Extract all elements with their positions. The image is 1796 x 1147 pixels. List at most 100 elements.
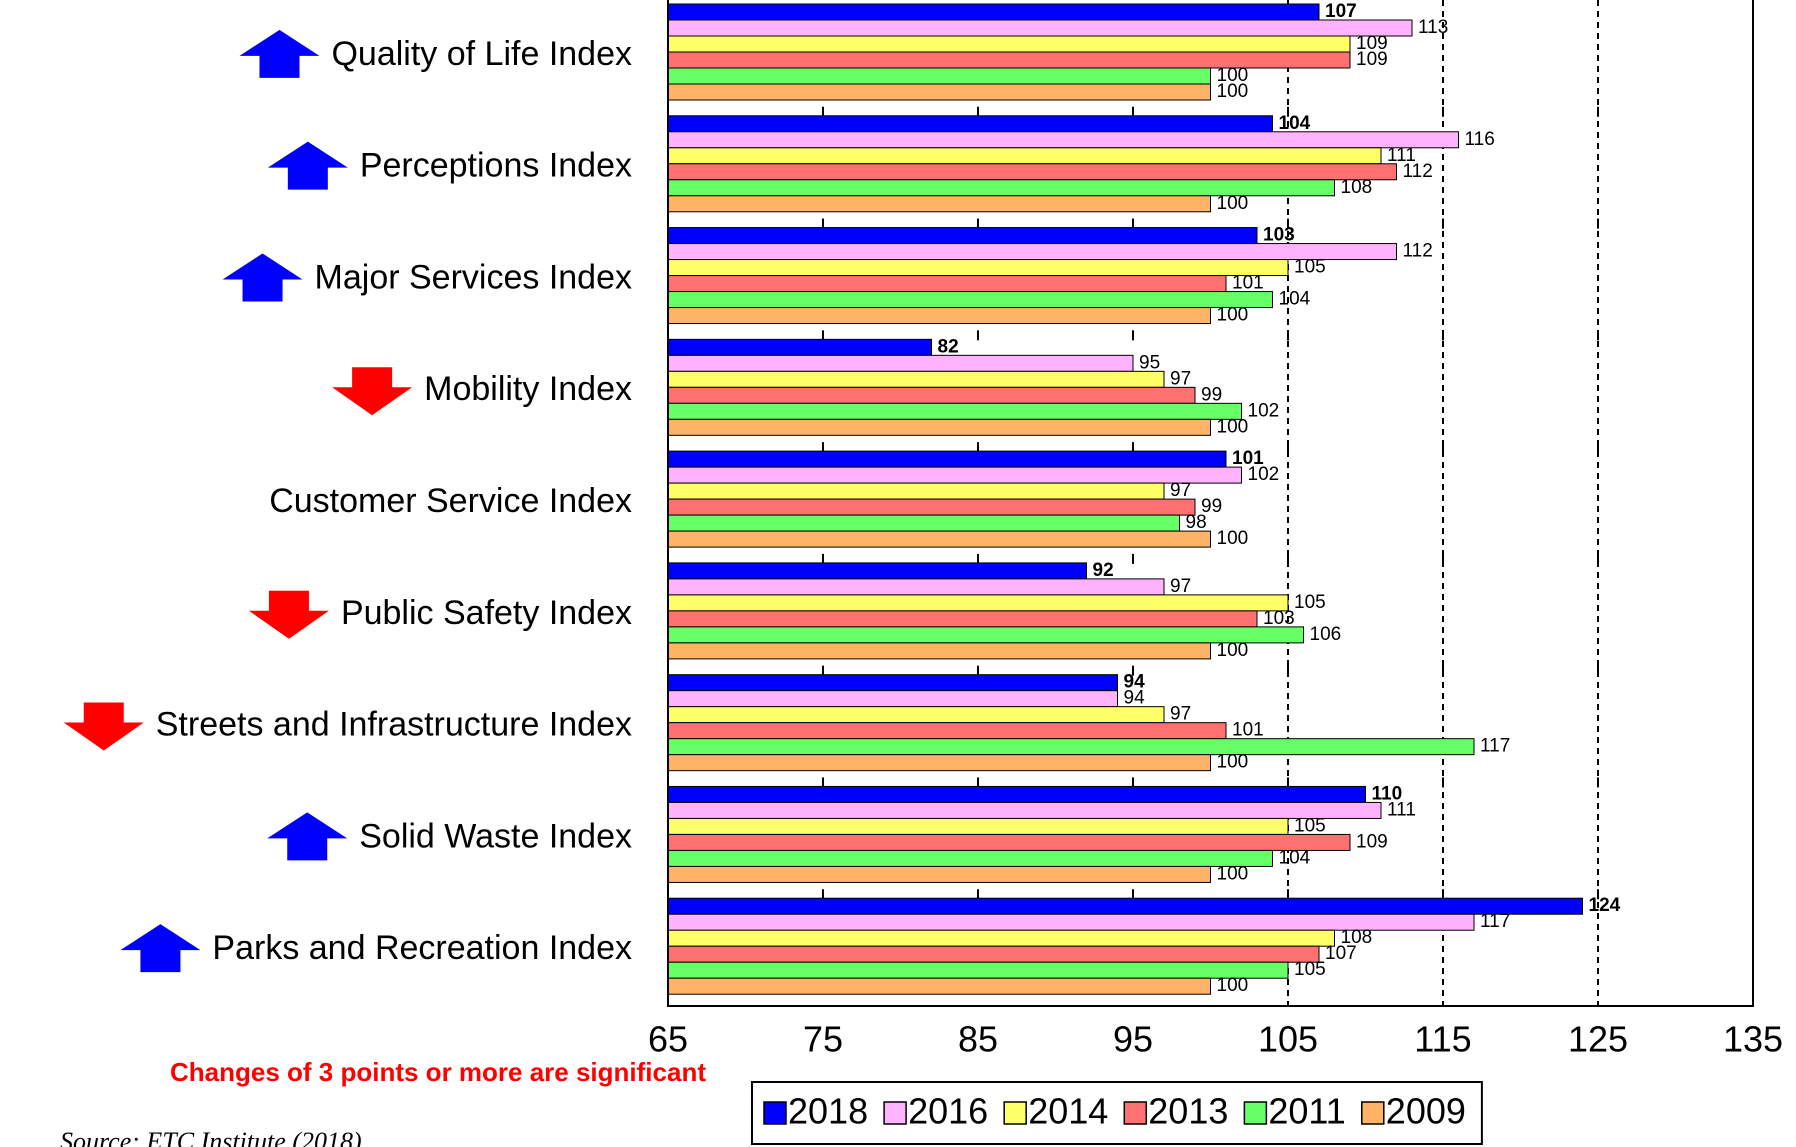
bar <box>667 961 1289 979</box>
bar <box>667 482 1165 500</box>
bar <box>667 115 1273 133</box>
bar <box>667 738 1475 756</box>
bar <box>667 642 1211 660</box>
bar <box>667 3 1320 21</box>
bar <box>667 833 1351 851</box>
value-label: 101 <box>1232 720 1264 741</box>
value-label: 98 <box>1186 512 1207 533</box>
value-label: 117 <box>1480 736 1510 757</box>
bar <box>667 402 1242 420</box>
bar <box>667 897 1583 915</box>
category-label: Public Safety Index <box>341 594 632 632</box>
trend-arrow <box>120 924 201 973</box>
value-label: 108 <box>1341 927 1373 948</box>
value-label: 110 <box>1372 783 1403 804</box>
value-label: 99 <box>1201 384 1222 405</box>
value-label: 100 <box>1217 416 1249 437</box>
bar <box>667 466 1242 484</box>
value-label: 111 <box>1387 799 1416 820</box>
value-label: 112 <box>1403 161 1433 182</box>
legend-label: 2011 <box>1268 1091 1345 1132</box>
bar <box>667 929 1335 947</box>
x-tick-label: 135 <box>1723 1019 1783 1060</box>
x-tick-label: 85 <box>958 1019 998 1060</box>
bar <box>667 801 1382 819</box>
bar <box>667 865 1211 883</box>
trend-arrow <box>267 812 348 861</box>
bar <box>667 370 1165 388</box>
bar <box>667 275 1227 293</box>
bar <box>667 849 1273 867</box>
legend-label: 2009 <box>1386 1091 1466 1132</box>
value-label: 92 <box>1093 560 1114 581</box>
value-label: 101 <box>1232 273 1264 294</box>
x-tick-label: 115 <box>1414 1019 1471 1060</box>
bar <box>667 450 1227 468</box>
category-label: Streets and Infrastructure Index <box>156 706 632 744</box>
value-label: 104 <box>1279 289 1311 310</box>
trend-arrow <box>248 590 329 639</box>
category-label: Perceptions Index <box>360 147 632 185</box>
value-label: 97 <box>1170 576 1191 597</box>
bar <box>667 754 1211 772</box>
x-tick-label: 75 <box>803 1019 843 1060</box>
legend-label: 2018 <box>788 1091 868 1132</box>
value-label: 97 <box>1170 480 1191 501</box>
value-label: 105 <box>1294 959 1326 980</box>
bar <box>667 722 1227 740</box>
legend-swatch <box>883 1101 907 1125</box>
legend-swatch <box>763 1101 787 1125</box>
value-label: 113 <box>1418 17 1448 38</box>
bar <box>667 514 1180 532</box>
legend-label: 2016 <box>908 1091 988 1132</box>
value-label: 100 <box>1217 528 1249 549</box>
bar <box>667 674 1118 692</box>
bar <box>667 147 1382 165</box>
bar <box>667 578 1165 596</box>
category-label: Mobility Index <box>424 370 632 408</box>
bar <box>667 67 1211 85</box>
category-label: Major Services Index <box>315 258 632 296</box>
value-label: 102 <box>1248 464 1280 485</box>
bar <box>667 307 1211 325</box>
legend-swatch <box>1123 1101 1148 1125</box>
bar <box>667 562 1087 580</box>
value-label: 100 <box>1217 81 1249 102</box>
bar <box>667 785 1366 803</box>
value-label: 109 <box>1356 49 1388 70</box>
value-label: 109 <box>1356 831 1388 852</box>
value-label: 105 <box>1294 815 1326 836</box>
value-label: 104 <box>1279 113 1311 134</box>
bar <box>667 706 1165 724</box>
bar <box>667 338 932 356</box>
category-label: Quality of Life Index <box>331 35 632 73</box>
trend-arrow <box>222 253 303 302</box>
bar <box>667 530 1211 548</box>
bar <box>667 977 1211 995</box>
value-label: 100 <box>1217 975 1249 996</box>
bar <box>667 945 1320 963</box>
value-label: 100 <box>1217 640 1249 661</box>
value-label: 82 <box>938 336 959 357</box>
value-label: 102 <box>1248 400 1280 421</box>
value-label: 95 <box>1139 352 1160 373</box>
value-label: 111 <box>1387 145 1416 166</box>
value-label: 94 <box>1124 672 1146 693</box>
bar <box>667 354 1134 372</box>
bar <box>667 594 1289 612</box>
value-label: 97 <box>1170 368 1191 389</box>
value-label: 116 <box>1465 129 1495 150</box>
value-label: 104 <box>1279 847 1311 868</box>
bar <box>667 610 1258 628</box>
source: Source: ETC Institute (2018) <box>60 1127 362 1147</box>
trend-arrow <box>239 29 320 78</box>
value-label: 100 <box>1217 193 1249 214</box>
value-label: 103 <box>1263 608 1295 629</box>
value-label: 107 <box>1325 1 1357 22</box>
bar <box>667 227 1258 245</box>
value-label: 108 <box>1341 177 1373 198</box>
value-label: 109 <box>1356 33 1388 54</box>
value-label: 112 <box>1403 241 1433 262</box>
legend-box <box>751 1081 1483 1145</box>
